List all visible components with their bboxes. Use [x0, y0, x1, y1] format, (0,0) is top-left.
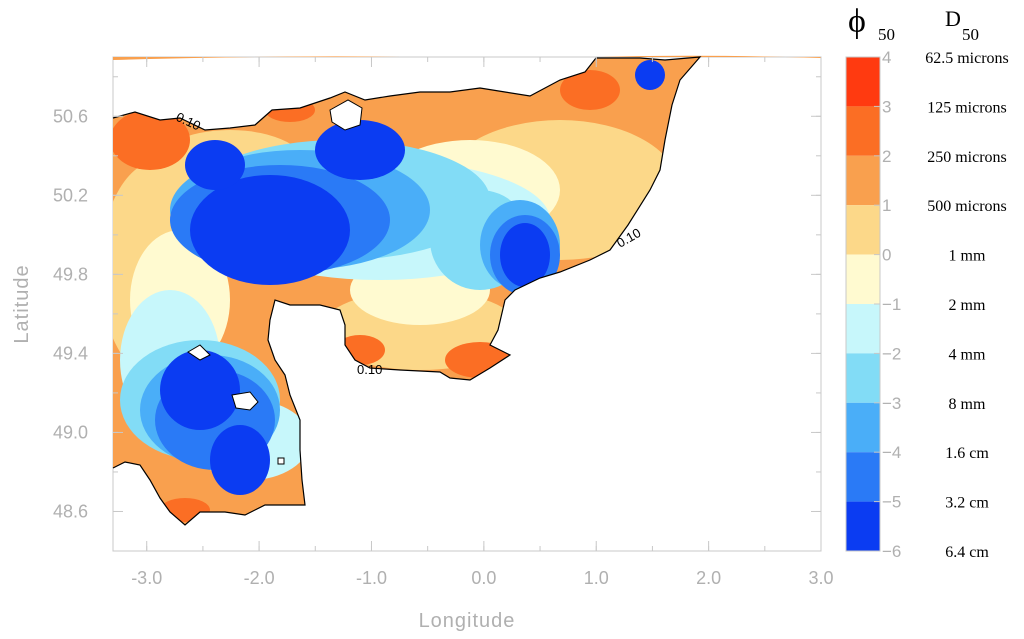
colorbar-band	[846, 106, 880, 156]
colorbar-phi-label: 3	[882, 97, 891, 116]
x-axis: -3.0 -2.0 -1.0 0.0 1.0 2.0 3.0	[131, 57, 834, 588]
colorbar-phi-label: 4	[882, 48, 891, 67]
colorbar-d-symbol: D	[945, 6, 961, 31]
colorbar-band	[846, 254, 880, 304]
colorbar-legend: ϕ 50 D 50 4 62.5 microns 3 125 microns 2 250 …	[845, 3, 1009, 561]
x-tick-label: 3.0	[808, 568, 833, 588]
x-tick-label: 0.0	[471, 568, 496, 588]
x-tick-label: -1.0	[356, 568, 387, 588]
x-tick-label: -3.0	[131, 568, 162, 588]
island	[231, 391, 259, 411]
colorbar-band	[846, 501, 880, 551]
colorbar-band	[846, 155, 880, 206]
contour-label: 0.10	[357, 362, 382, 377]
colorbar-size-label: 250 microns	[927, 149, 1007, 166]
colorbar-phi-label: −4	[882, 443, 901, 462]
colorbar-phi-label: −2	[882, 344, 901, 363]
island	[277, 457, 285, 465]
x-tick-label: 1.0	[584, 568, 609, 588]
colorbar-phi-label: 1	[882, 196, 891, 215]
y-tick-label: 49.4	[53, 343, 88, 363]
colorbar-band	[846, 402, 880, 453]
colorbar-phi-label: −5	[882, 493, 901, 512]
colorbar-band	[846, 452, 880, 502]
x-axis-title: Longitude	[419, 610, 516, 632]
y-tick-label: 49.0	[53, 422, 88, 442]
colorbar-phi-subscript: 50	[878, 25, 895, 44]
colorbar-phi-label: −1	[882, 295, 901, 314]
northern-strip	[113, 55, 821, 60]
colorbar-size-label: 62.5 microns	[925, 50, 1009, 67]
y-tick-label: 50.2	[53, 185, 88, 205]
colorbar-phi-label: 0	[882, 246, 891, 265]
colorbar-d-subscript: 50	[962, 25, 979, 44]
sediment-field	[113, 57, 700, 525]
colorbar-size-label: 4 mm	[949, 346, 986, 363]
y-tick-label: 48.6	[53, 501, 88, 521]
colorbar-size-label: 1 mm	[949, 248, 986, 265]
coastline	[112, 56, 702, 526]
colorbar-band	[846, 205, 880, 255]
colorbar-phi-label: −6	[882, 542, 901, 561]
island	[329, 99, 363, 131]
x-tick-label: 2.0	[696, 568, 721, 588]
y-axis-title: Latitude	[11, 264, 33, 343]
colorbar-size-label: 2 mm	[949, 297, 986, 314]
colorbar-size-label: 6.4 cm	[945, 544, 989, 561]
colorbar-size-label: 8 mm	[949, 396, 986, 413]
colorbar-size-label: 125 microns	[927, 99, 1007, 116]
y-tick-label: 50.6	[53, 106, 88, 126]
colorbar-phi-label: 2	[882, 147, 891, 166]
y-tick-label: 49.8	[53, 264, 88, 284]
colorbar-size-label: 1.6 cm	[945, 445, 989, 462]
x-tick-label: -2.0	[244, 568, 275, 588]
colorbar-size-label: 3.2 cm	[945, 495, 989, 512]
colorbar-phi-symbol: ϕ	[848, 3, 866, 40]
island	[187, 344, 211, 361]
colorbar-size-label: 500 microns	[927, 198, 1007, 215]
colorbar-band	[846, 353, 880, 403]
colorbar-band	[846, 304, 880, 354]
colorbar-phi-label: −3	[882, 394, 901, 413]
y-axis: 48.6 49.0 49.4 49.8 50.2 50.6	[53, 76, 821, 521]
colorbar-band	[846, 57, 880, 107]
